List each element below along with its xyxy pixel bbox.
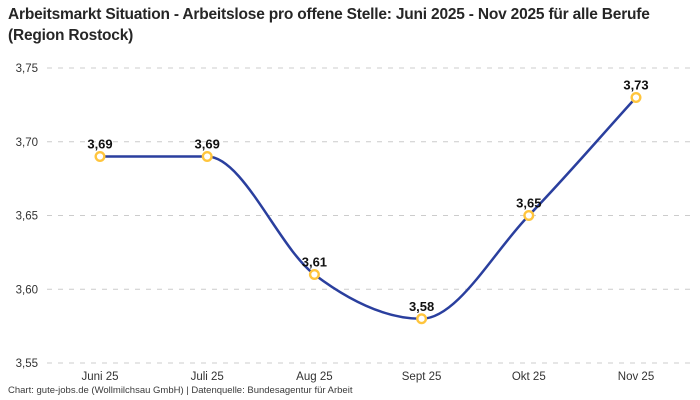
x-axis-tick-label: Aug 25 — [296, 371, 332, 383]
y-axis-tick-label: 3,75 — [16, 63, 38, 75]
y-axis-tick-label: 3,65 — [16, 211, 38, 223]
x-axis-tick-label: Juli 25 — [191, 371, 224, 383]
y-axis-tick-label: 3,70 — [16, 137, 38, 149]
x-axis-tick-label: Nov 25 — [618, 371, 654, 383]
data-point-label: 3,58 — [409, 299, 434, 314]
data-line — [98, 96, 638, 321]
chart-title: Arbeitsmarkt Situation - Arbeitslose pro… — [8, 6, 650, 44]
x-axis-tick-label: Sept 25 — [402, 371, 442, 383]
data-point-marker — [308, 269, 320, 281]
data-point-marker — [94, 150, 106, 162]
y-axis-tick-label: 3,60 — [16, 284, 38, 296]
data-point-label: 3,69 — [195, 137, 220, 152]
chart-credit: Chart: gute-jobs.de (Wollmilchsau GmbH) … — [8, 385, 353, 396]
data-point-marker — [630, 91, 642, 103]
data-point-label: 3,65 — [516, 196, 541, 211]
data-point-marker — [523, 209, 535, 221]
data-point-marker — [201, 150, 213, 162]
data-point-label: 3,73 — [623, 78, 648, 93]
data-point-marker — [416, 313, 428, 325]
data-point-label: 3,61 — [302, 255, 327, 270]
data-point-label: 3,69 — [87, 137, 112, 152]
x-axis-tick-label: Juni 25 — [81, 371, 118, 383]
x-axis-tick-label: Okt 25 — [512, 371, 546, 383]
y-axis-tick-label: 3,55 — [16, 358, 38, 370]
